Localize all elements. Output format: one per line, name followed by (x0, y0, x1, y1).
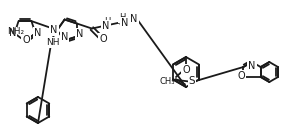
Text: N: N (50, 25, 58, 35)
Text: O: O (99, 34, 107, 44)
Text: NH: NH (46, 38, 59, 47)
Text: N: N (248, 61, 256, 71)
Text: O: O (237, 71, 245, 81)
Text: O: O (182, 65, 190, 75)
Text: S: S (189, 76, 195, 86)
Text: N: N (130, 14, 138, 24)
Text: N: N (102, 21, 110, 31)
Text: H: H (104, 17, 110, 26)
Text: N: N (34, 28, 41, 38)
Text: H: H (119, 13, 125, 22)
Text: N: N (121, 18, 128, 28)
Text: N: N (76, 29, 84, 39)
Text: NH₂: NH₂ (7, 27, 24, 36)
Text: N: N (9, 28, 16, 38)
Text: N: N (61, 32, 68, 42)
Text: O: O (22, 35, 30, 45)
Text: CH₃: CH₃ (159, 76, 175, 85)
